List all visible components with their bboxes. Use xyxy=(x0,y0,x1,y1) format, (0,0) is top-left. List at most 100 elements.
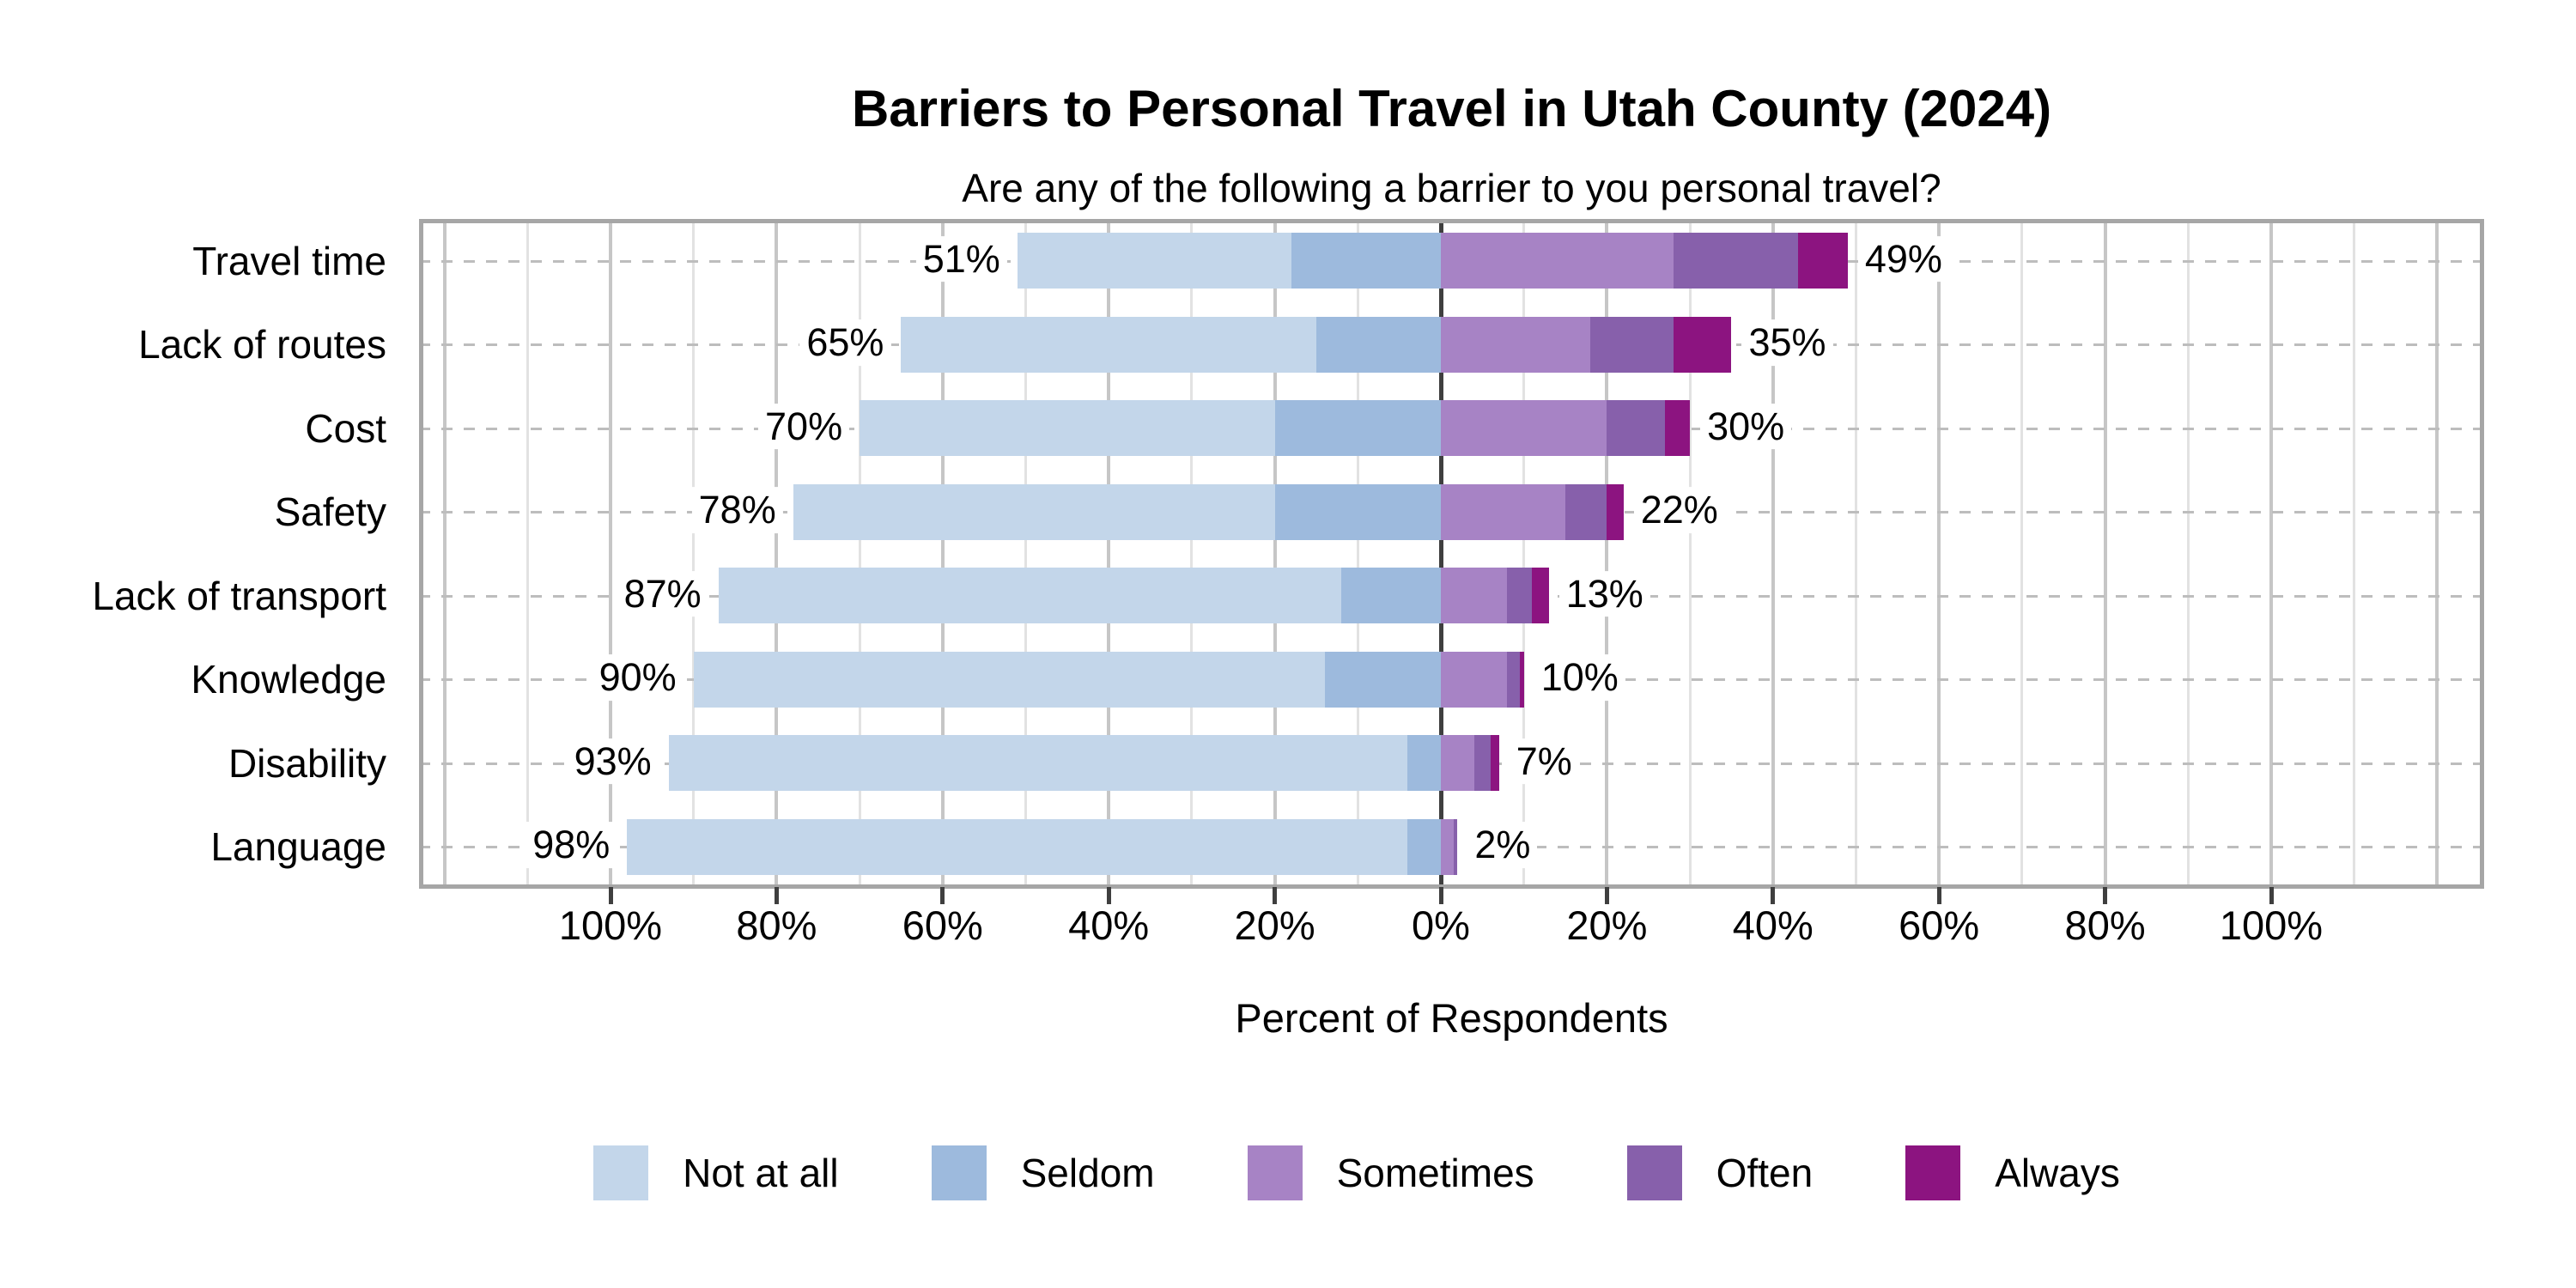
legend-label: Often xyxy=(1716,1150,1814,1195)
bar-segment-not_at_all xyxy=(901,316,1316,373)
bar-row: 90% 10% xyxy=(419,638,2484,722)
x-axis-tick xyxy=(1936,887,1941,904)
legend-item-not_at_all: Not at all xyxy=(593,1145,839,1200)
bar-segment-sometimes xyxy=(1441,651,1508,708)
bar-segment-often xyxy=(1590,316,1674,373)
bar-segment-often xyxy=(1607,400,1666,457)
bar-segment-not_at_all xyxy=(627,818,1408,875)
right-total-label: 13% xyxy=(1558,570,1650,617)
category-label: Lack of transport xyxy=(92,573,386,618)
x-axis-tick xyxy=(1771,887,1776,904)
left-total-label: 93% xyxy=(567,738,659,785)
bar-row: 87% 13% xyxy=(419,554,2484,638)
category-label: Lack of routes xyxy=(138,322,386,368)
gridline xyxy=(1024,219,1027,889)
gridline xyxy=(1771,219,1775,889)
x-axis-tick-label: 80% xyxy=(736,902,817,948)
gridline xyxy=(1107,219,1111,889)
bar-row: 78% 22% xyxy=(419,471,2484,555)
gridline xyxy=(2186,219,2190,889)
right-total-label: 2% xyxy=(1467,822,1538,868)
bar-segment-not_at_all xyxy=(668,735,1408,792)
legend-label: Always xyxy=(1995,1150,2120,1195)
legend-swatch-often xyxy=(1626,1145,1682,1200)
x-axis-tick-label: 20% xyxy=(1234,902,1315,948)
bar-segment-not_at_all xyxy=(718,568,1341,624)
plot-area: 51% 49% 65% 35% 70% 30% 78% 22% 87% 13% 90% 10% 93% 7… xyxy=(419,219,2484,889)
bar-segment-not_at_all xyxy=(793,483,1275,540)
x-axis-tick-label: 100% xyxy=(558,902,663,948)
gridline xyxy=(1522,219,1526,889)
bar-segment-sometimes xyxy=(1441,233,1674,289)
legend-item-sometimes: Sometimes xyxy=(1247,1145,1534,1200)
left-total-label: 87% xyxy=(617,570,708,617)
right-total-label: 7% xyxy=(1509,738,1579,785)
right-total-label: 22% xyxy=(1633,487,1725,533)
x-axis-tick-label: 100% xyxy=(2219,902,2324,948)
zero-axis-line xyxy=(1438,219,1443,889)
bar-row: 98% 2% xyxy=(419,805,2484,890)
bar-segment-often xyxy=(1453,818,1458,875)
right-total-label: 35% xyxy=(1741,319,1833,366)
legend-label: Sometimes xyxy=(1336,1150,1534,1195)
bar-segment-always xyxy=(1673,316,1732,373)
gridline xyxy=(442,219,447,889)
bar-segment-sometimes xyxy=(1441,568,1508,624)
bar-segment-sometimes xyxy=(1441,400,1607,457)
gridline xyxy=(2353,219,2356,889)
bar-segment-often xyxy=(1507,651,1520,708)
legend-swatch-seldom xyxy=(931,1145,987,1200)
x-axis-tick xyxy=(1604,887,1609,904)
gridline xyxy=(526,219,529,889)
bar-segment-often xyxy=(1507,568,1533,624)
bar-segment-seldom xyxy=(1315,316,1441,373)
bar-segment-sometimes xyxy=(1441,483,1566,540)
bar-segment-always xyxy=(1532,568,1549,624)
legend-swatch-sometimes xyxy=(1247,1145,1303,1200)
x-axis-tick-label: 80% xyxy=(2064,902,2146,948)
left-total-label: 90% xyxy=(592,654,683,701)
bar-row: 93% 7% xyxy=(419,721,2484,805)
bar-segment-seldom xyxy=(1340,568,1441,624)
category-label: Knowledge xyxy=(191,657,386,702)
legend-swatch-not_at_all xyxy=(593,1145,649,1200)
gridline xyxy=(2103,219,2107,889)
x-axis-tick-label: 40% xyxy=(1732,902,1814,948)
bar-segment-sometimes xyxy=(1441,735,1474,792)
x-axis-tick xyxy=(2269,887,2274,904)
right-total-label: 30% xyxy=(1700,403,1792,450)
x-axis-tick xyxy=(1273,887,1278,904)
bar-segment-often xyxy=(1673,233,1798,289)
x-axis-tick xyxy=(2103,887,2108,904)
gridline xyxy=(1273,219,1277,889)
category-label: Language xyxy=(210,824,386,870)
legend-item-often: Often xyxy=(1626,1145,1814,1200)
right-total-label: 10% xyxy=(1534,654,1625,701)
legend: Not at all Seldom Sometimes Often Always xyxy=(0,1132,2576,1213)
left-total-label: 51% xyxy=(915,235,1007,283)
chart-title: Barriers to Personal Travel in Utah Coun… xyxy=(851,80,2052,137)
y-axis-category-labels: Travel time Lack of routes Cost Safety Lack … xyxy=(0,219,386,889)
right-total-label: 49% xyxy=(1857,235,1949,283)
gridline xyxy=(2020,219,2024,889)
x-axis-tick-label: 0% xyxy=(1412,902,1470,948)
bar-segment-seldom xyxy=(1407,735,1441,792)
legend-label: Seldom xyxy=(1020,1150,1155,1195)
gridline xyxy=(858,219,861,889)
gridline xyxy=(692,219,696,889)
bar-segment-always xyxy=(1607,483,1624,540)
gridline xyxy=(775,219,779,889)
x-axis-tick xyxy=(1438,887,1443,904)
bar-segment-always xyxy=(1491,735,1499,792)
legend-label: Not at all xyxy=(683,1150,839,1195)
x-axis-tick xyxy=(940,887,945,904)
category-label: Safety xyxy=(274,489,386,535)
gridline xyxy=(2269,219,2273,889)
x-axis-tick-label: 60% xyxy=(902,902,983,948)
gridline xyxy=(940,219,945,889)
chart-subtitle: Are any of the following a barrier to yo… xyxy=(962,166,1941,210)
x-axis-tick-label: 20% xyxy=(1566,902,1648,948)
x-axis-tick-label: 60% xyxy=(1899,902,1980,948)
bar-segment-always xyxy=(1797,233,1848,289)
